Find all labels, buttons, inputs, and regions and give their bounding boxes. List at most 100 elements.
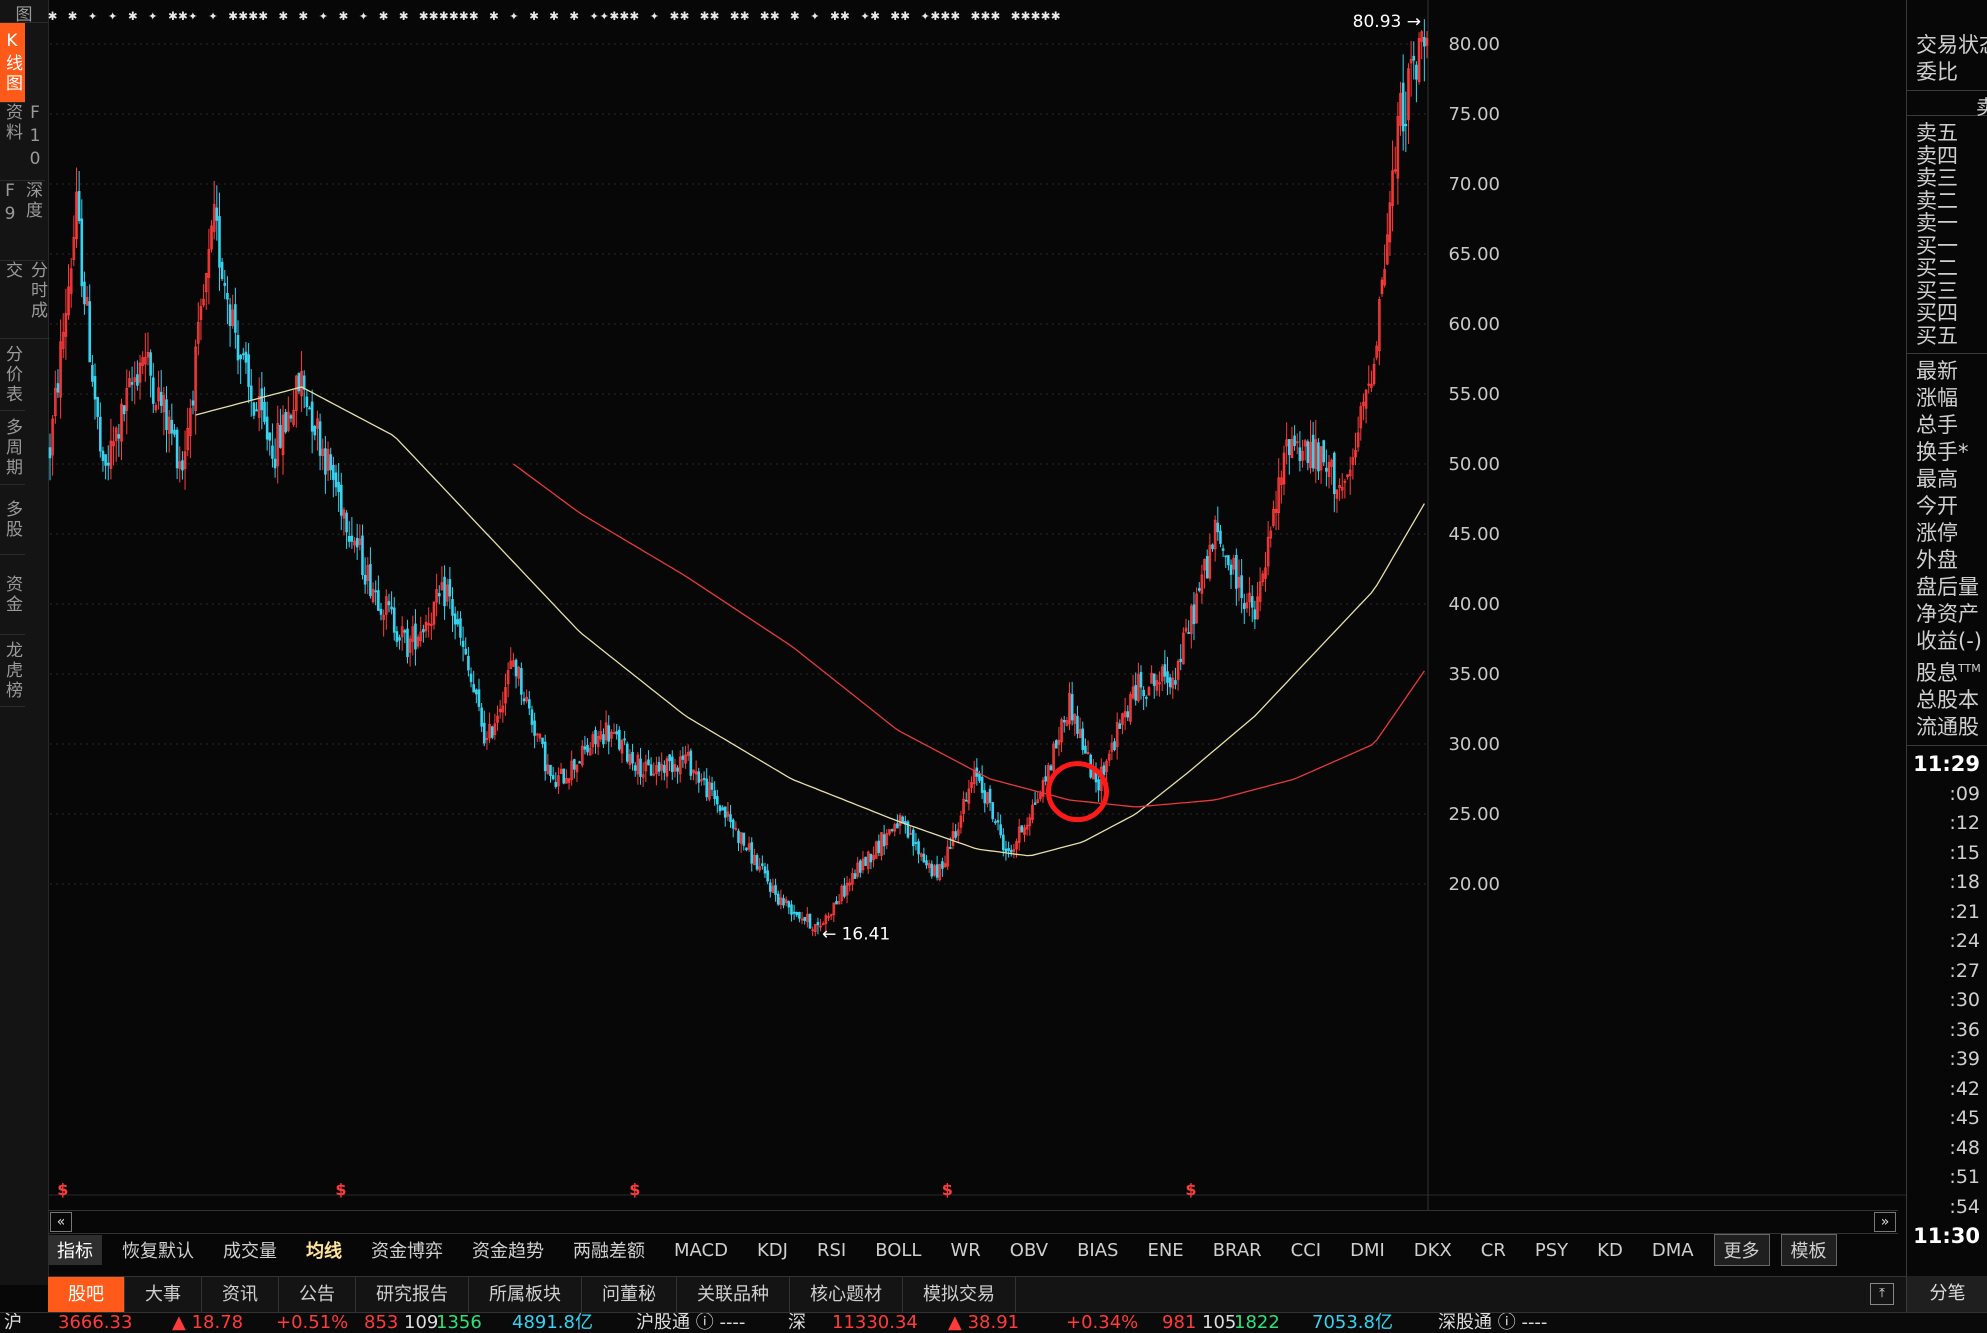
order-book[interactable]: 卖五 卖四 卖三 卖二 卖一 买一 买二 买三 买四 买五 (1907, 116, 1987, 354)
info-tab[interactable]: 问董秘 (582, 1277, 677, 1313)
indicator-tab[interactable]: 资金博弈 (371, 1241, 443, 1262)
indicator-tab[interactable]: KD (1597, 1239, 1623, 1261)
tick-time[interactable]: :48 (1949, 1136, 1980, 1159)
candle-body (803, 916, 807, 921)
indicator-tab[interactable]: DMI (1350, 1239, 1385, 1261)
info-tab[interactable]: 关联品种 (677, 1277, 790, 1313)
indicator-tab[interactable]: 指标 (48, 1235, 102, 1265)
nav-item-4[interactable]: 分价表 (0, 339, 25, 411)
indicator-tab[interactable]: 成交量 (223, 1241, 277, 1262)
scroll-right-icon[interactable]: » (1874, 1212, 1896, 1232)
candle-body (1078, 729, 1082, 738)
indicator-tab[interactable]: MACD (674, 1239, 728, 1261)
indicator-tab[interactable]: ENE (1147, 1239, 1184, 1261)
order-book-row[interactable]: 卖三 (1916, 166, 1958, 190)
tick-time[interactable]: 11:29 (1913, 752, 1980, 776)
indicator-tab[interactable]: 更多 (1713, 1234, 1770, 1266)
candle-body (1407, 68, 1410, 121)
tick-time[interactable]: :09 (1949, 782, 1980, 805)
candle-body (419, 631, 423, 641)
tick-time[interactable]: :51 (1949, 1166, 1980, 1188)
indicator-tab[interactable]: CCI (1290, 1239, 1322, 1261)
indicator-tab[interactable]: OBV (1009, 1239, 1049, 1261)
indicator-tab[interactable]: KDJ (756, 1239, 788, 1261)
tick-time[interactable]: :15 (1949, 841, 1980, 864)
tick-time[interactable]: :54 (1949, 1195, 1980, 1218)
order-book-row[interactable]: 卖五 (1916, 121, 1958, 145)
candle-body (220, 261, 224, 279)
split-trades-button[interactable]: 分笔 (1906, 1276, 1987, 1312)
kline-chart-area[interactable]: 80.00 75.00 70.00 65.00 60.00 55.00 50.00 45.00… (48, 0, 1906, 1210)
tick-time[interactable]: :36 (1949, 1018, 1980, 1041)
candle-body (705, 778, 709, 798)
info-tab[interactable]: 大事 (125, 1277, 202, 1313)
candle-body (297, 372, 301, 392)
order-book-row[interactable]: 买三 (1916, 278, 1958, 303)
indicator-tab[interactable]: BOLL (875, 1239, 922, 1261)
order-book-row[interactable]: 买一 (1916, 233, 1958, 258)
chart-scroll-bar[interactable]: « » (48, 1210, 1898, 1234)
candle-body (612, 732, 616, 734)
tick-time[interactable]: :42 (1949, 1077, 1980, 1100)
indicator-tab[interactable]: 两融差额 (573, 1241, 645, 1262)
expand-icon[interactable]: ⤒ (1870, 1283, 1894, 1305)
candle-body (1242, 603, 1246, 610)
info-tab[interactable]: 资讯 (202, 1277, 279, 1313)
ticker-item: ▲ 18.78 (172, 1312, 244, 1333)
order-book-row[interactable]: 卖四 (1916, 143, 1958, 168)
kline-chart[interactable]: 80.00 75.00 70.00 65.00 60.00 55.00 50.00 45.00… (48, 0, 1906, 1210)
indicator-tab[interactable]: 恢复默认 (122, 1241, 194, 1262)
indicator-tab[interactable]: DMA (1651, 1239, 1694, 1261)
candle-body (408, 638, 412, 653)
tick-time[interactable]: :39 (1949, 1048, 1980, 1070)
event-marker-strip[interactable]: ✱ ✱ ✦ ✦ ✱ ✦ ✱✱✦ ✦ ✱✱✱✱ ✱ ✱ ✦ ✱ ✦ ✱ ✱ ✱✱✱… (48, 6, 1062, 24)
indicator-tab[interactable]: 模板 (1780, 1234, 1837, 1266)
order-book-row[interactable]: 卖一 (1916, 211, 1958, 235)
info-tab[interactable]: 公告 (279, 1277, 356, 1313)
tick-time[interactable]: :12 (1949, 812, 1980, 834)
info-tab[interactable]: 研究报告 (356, 1277, 469, 1313)
scroll-left-icon[interactable]: « (50, 1212, 72, 1232)
indicator-tab[interactable]: 均线 (306, 1241, 342, 1262)
candle-body (694, 771, 698, 775)
info-tab[interactable]: 模拟交易 (903, 1277, 1016, 1313)
candle-body (946, 846, 949, 867)
nav-item-6[interactable]: 多股 (0, 485, 25, 555)
indicator-tab[interactable]: RSI (816, 1239, 847, 1261)
info-tab[interactable]: 股吧 (48, 1277, 125, 1313)
indicator-tab[interactable]: BIAS (1077, 1239, 1119, 1261)
tick-time[interactable]: 11:30 (1913, 1224, 1980, 1248)
candle-body (543, 741, 547, 772)
tick-time[interactable]: :18 (1949, 871, 1980, 893)
indicator-tab[interactable]: DKX (1413, 1239, 1452, 1261)
tick-time[interactable]: :27 (1949, 959, 1980, 982)
tick-time-list[interactable]: 11:29 :09 :12 :15 :18 :21 :24 :27 :30 :36 :39 :42 :4… (1907, 746, 1987, 1252)
order-book-row[interactable]: 买五 (1916, 323, 1958, 348)
nav-item-2[interactable]: 深度F9 (0, 181, 45, 261)
info-tab[interactable]: 核心题材 (790, 1277, 903, 1313)
nav-item-5[interactable]: 多周期 (0, 411, 25, 485)
order-book-row[interactable]: 卖二 (1916, 188, 1958, 213)
tick-time[interactable]: :30 (1949, 989, 1980, 1011)
tick-time[interactable]: :45 (1949, 1107, 1980, 1129)
indicator-tab[interactable]: CR (1480, 1239, 1506, 1261)
candle-body (448, 579, 452, 597)
candle-body (721, 807, 724, 811)
nav-item-0[interactable]: K线图 (0, 23, 25, 103)
nav-item-1[interactable]: F10资料 (0, 103, 45, 181)
indicator-tab[interactable]: PSY (1534, 1239, 1569, 1261)
stat-label: 涨停 (1916, 521, 1958, 545)
tick-time[interactable]: :21 (1949, 900, 1980, 923)
candle-body (610, 731, 613, 739)
indicator-tab[interactable]: 资金趋势 (472, 1241, 544, 1262)
stat-label: 收益(-) (1916, 629, 1982, 653)
tick-time[interactable]: :24 (1949, 930, 1980, 952)
info-tab[interactable]: 所属板块 (469, 1277, 582, 1313)
nav-item-7[interactable]: 资金 (0, 555, 25, 635)
indicator-tab[interactable]: WR (950, 1239, 981, 1261)
nav-item-3[interactable]: 分时成交 (0, 261, 50, 339)
order-book-row[interactable]: 买二 (1916, 256, 1958, 280)
nav-item-8[interactable]: 龙虎榜 (0, 635, 25, 707)
order-book-row[interactable]: 买四 (1916, 301, 1958, 325)
indicator-tab[interactable]: BRAR (1212, 1239, 1262, 1261)
